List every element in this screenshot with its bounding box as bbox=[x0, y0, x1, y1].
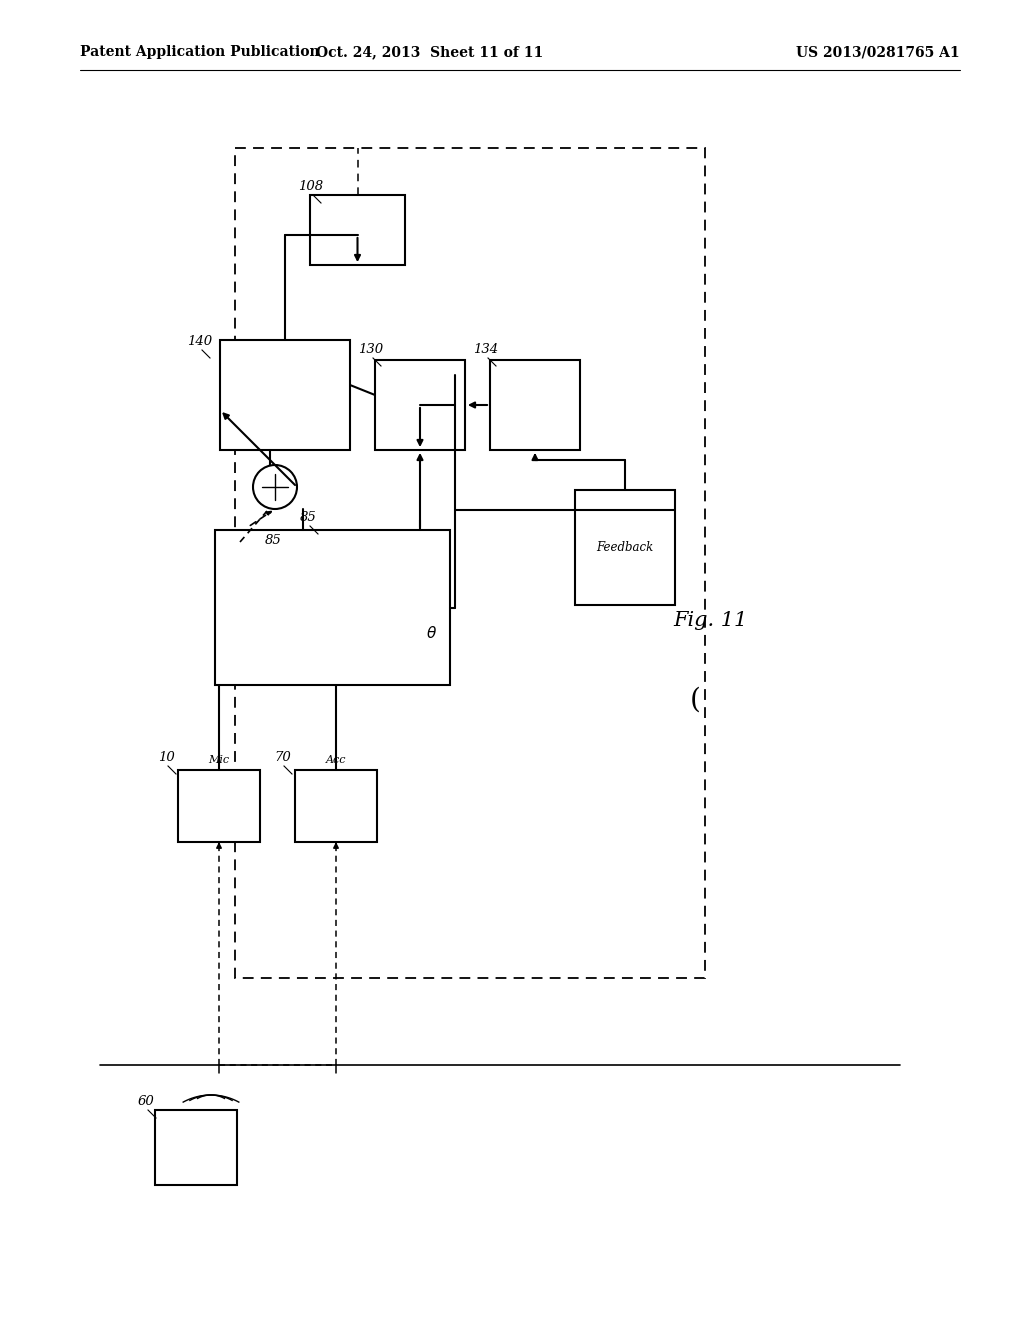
Text: US 2013/0281765 A1: US 2013/0281765 A1 bbox=[797, 45, 961, 59]
Text: Patent Application Publication: Patent Application Publication bbox=[80, 45, 319, 59]
Text: Mic: Mic bbox=[209, 755, 229, 766]
Bar bbox=[490, 360, 580, 450]
Text: 85: 85 bbox=[300, 511, 316, 524]
Bar bbox=[155, 1110, 237, 1185]
Text: Oct. 24, 2013  Sheet 11 of 11: Oct. 24, 2013 Sheet 11 of 11 bbox=[316, 45, 544, 59]
Text: Feedback: Feedback bbox=[596, 541, 653, 554]
Bar bbox=[234, 148, 705, 978]
Text: 70: 70 bbox=[274, 751, 291, 764]
Text: 108: 108 bbox=[298, 180, 324, 193]
Text: Acc: Acc bbox=[326, 755, 346, 766]
Text: 85: 85 bbox=[265, 535, 282, 546]
Bar bbox=[178, 770, 260, 842]
Text: 60: 60 bbox=[138, 1096, 155, 1107]
Bar bbox=[375, 360, 465, 450]
Bar bbox=[310, 195, 406, 265]
Text: 140: 140 bbox=[187, 335, 212, 348]
Text: 134: 134 bbox=[473, 343, 498, 356]
Text: 10: 10 bbox=[158, 751, 175, 764]
Text: $\theta$: $\theta$ bbox=[426, 624, 437, 640]
Text: Fig. 11: Fig. 11 bbox=[673, 610, 748, 630]
Text: 130: 130 bbox=[358, 343, 383, 356]
Bar bbox=[575, 490, 675, 605]
Text: (: ( bbox=[689, 686, 700, 714]
Bar bbox=[295, 770, 377, 842]
Bar bbox=[215, 531, 450, 685]
Bar bbox=[220, 341, 350, 450]
